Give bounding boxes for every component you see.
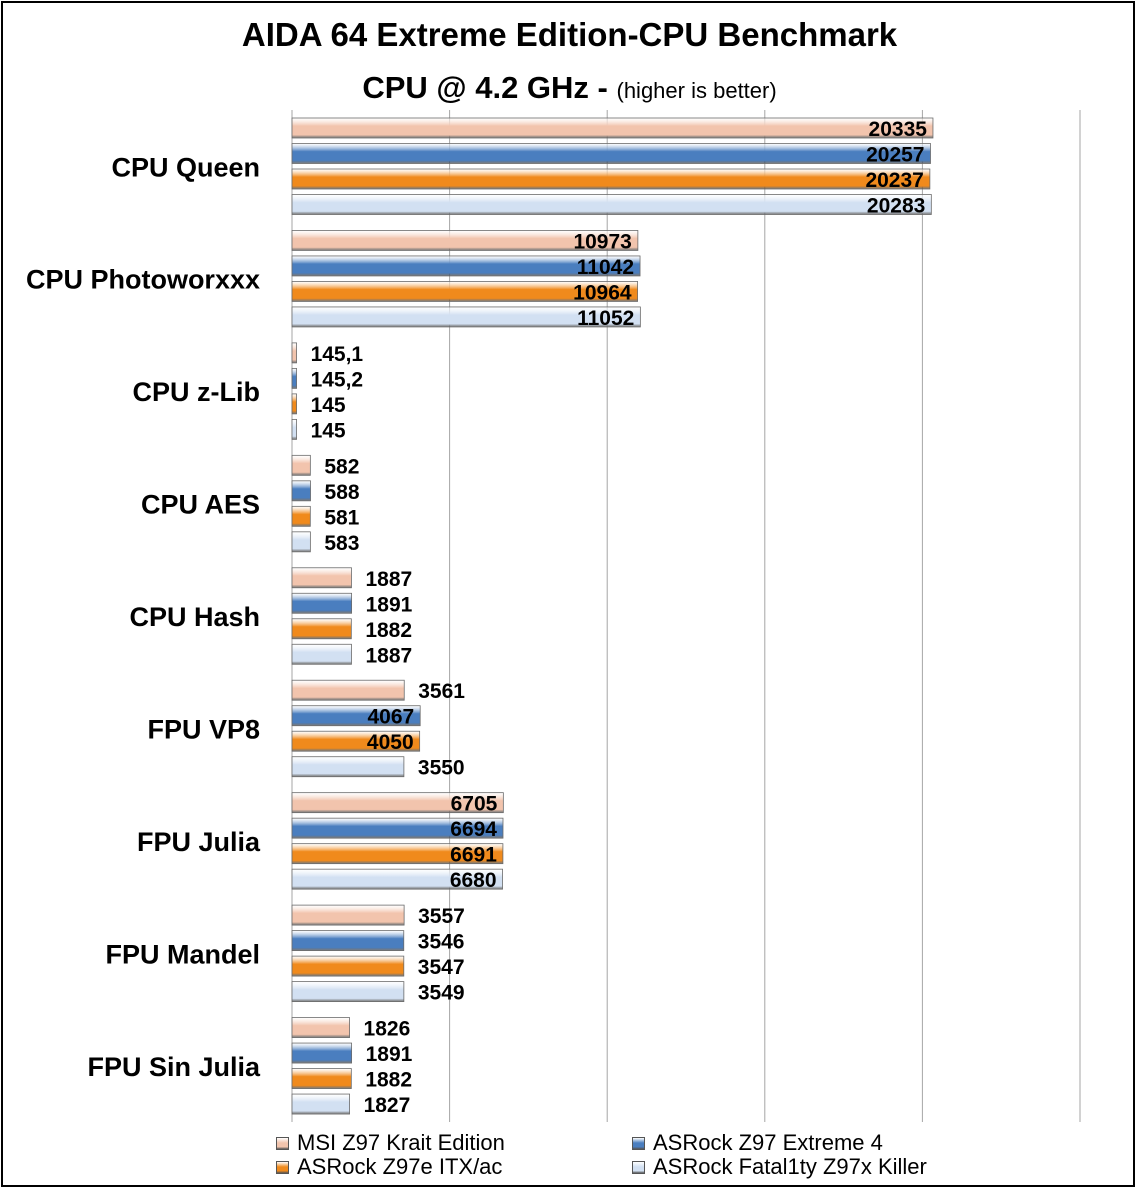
legend-item: ASRock Fatal1ty Z97x Killer <box>632 1154 927 1180</box>
bar <box>291 817 504 839</box>
data-label: 20257 <box>866 144 924 167</box>
legend-swatch <box>276 1160 289 1174</box>
data-label: 10964 <box>573 281 632 304</box>
category-label: FPU Sin Julia <box>87 1052 261 1082</box>
chart-subtitle-main: CPU @ 4.2 GHz - <box>362 70 608 105</box>
data-label: 6691 <box>450 844 497 867</box>
bar <box>291 843 504 865</box>
chart-legend: MSI Z97 Krait Edition ASRock Z97 Extreme … <box>276 1130 996 1190</box>
data-label: 3547 <box>418 956 465 979</box>
bar <box>291 117 934 139</box>
data-label: 582 <box>324 455 359 478</box>
legend-swatch <box>276 1136 289 1150</box>
data-label: 6680 <box>450 869 497 892</box>
bar <box>291 306 641 328</box>
category-label: CPU Photoworxxx <box>26 265 260 295</box>
category-label: FPU VP8 <box>147 714 260 744</box>
bar <box>291 393 297 415</box>
legend-swatch <box>632 1160 645 1174</box>
data-label: 3561 <box>418 680 465 703</box>
legend-label: ASRock Z97e ITX/ac <box>297 1154 503 1179</box>
bar <box>291 143 931 164</box>
data-label: 20283 <box>867 195 925 218</box>
bar <box>291 955 405 977</box>
legend-item: MSI Z97 Krait Edition <box>276 1130 505 1156</box>
data-label: 1826 <box>364 1018 411 1041</box>
bar <box>291 194 932 215</box>
data-label: 1827 <box>364 1094 411 1117</box>
data-label: 1891 <box>366 1043 413 1066</box>
bar <box>291 454 311 476</box>
legend-swatch <box>632 1136 645 1150</box>
bar <box>291 930 405 952</box>
bar <box>291 168 931 190</box>
legend-label: MSI Z97 Krait Edition <box>297 1130 505 1155</box>
bar <box>291 505 311 527</box>
legend-item: ASRock Z97e ITX/ac <box>276 1154 502 1180</box>
bar <box>291 255 641 277</box>
data-label: 1887 <box>365 568 412 591</box>
data-label: 1882 <box>365 619 412 642</box>
data-label: 20335 <box>869 118 928 141</box>
data-label: 145,1 <box>311 343 364 366</box>
bar <box>291 643 352 665</box>
legend-item: ASRock Z97 Extreme 4 <box>632 1130 883 1156</box>
bar <box>291 705 421 727</box>
chart-subtitle: CPU @ 4.2 GHz - (higher is better) <box>0 70 1139 106</box>
bar <box>291 904 405 926</box>
bar <box>291 730 421 752</box>
legend-label: ASRock Fatal1ty Z97x Killer <box>653 1154 927 1179</box>
data-label: 1887 <box>365 644 412 667</box>
legend-label: ASRock Z97 Extreme 4 <box>653 1130 883 1155</box>
data-label: 20237 <box>865 169 923 192</box>
bar <box>291 480 311 502</box>
data-label: 588 <box>325 481 360 504</box>
bar <box>291 531 311 553</box>
bar <box>291 792 504 814</box>
data-label: 3550 <box>418 757 465 780</box>
bar <box>291 418 297 440</box>
data-label: 581 <box>324 506 359 529</box>
bar <box>291 342 297 364</box>
bar <box>291 868 503 890</box>
data-label: 583 <box>324 532 359 555</box>
category-label: CPU AES <box>141 490 260 520</box>
data-label: 1891 <box>366 593 413 616</box>
bar <box>291 1068 352 1089</box>
data-label: 4050 <box>367 731 414 754</box>
bar <box>291 981 405 1003</box>
data-label: 6705 <box>451 793 498 816</box>
data-label: 3557 <box>418 905 465 928</box>
category-label: CPU Hash <box>129 602 260 632</box>
bar <box>291 1093 350 1115</box>
data-label: 4067 <box>367 706 414 729</box>
category-label: CPU Queen <box>111 152 260 182</box>
bar <box>291 567 352 589</box>
data-label: 145 <box>311 394 346 417</box>
data-label: 11052 <box>577 307 634 330</box>
bar <box>291 679 405 701</box>
data-label: 6694 <box>450 818 497 841</box>
bar <box>291 1042 353 1064</box>
data-label: 145 <box>311 419 346 442</box>
bar <box>291 756 405 778</box>
data-label: 1882 <box>365 1069 412 1092</box>
bar <box>291 592 353 614</box>
data-label: 3549 <box>418 982 465 1005</box>
bar <box>291 1017 350 1038</box>
data-label: 10973 <box>573 230 631 253</box>
bar <box>291 618 352 640</box>
bar <box>291 367 297 389</box>
category-label: FPU Mandel <box>105 939 260 969</box>
data-label: 3546 <box>418 931 465 954</box>
data-label: 11042 <box>577 256 634 279</box>
category-label: FPU Julia <box>137 827 261 857</box>
category-label: CPU z-Lib <box>133 377 261 407</box>
bar <box>291 230 639 251</box>
bar <box>291 281 638 302</box>
chart-title: AIDA 64 Extreme Edition-CPU Benchmark <box>241 16 898 53</box>
chart-subtitle-note: (higher is better) <box>616 78 777 103</box>
data-label: 145,2 <box>311 368 364 391</box>
